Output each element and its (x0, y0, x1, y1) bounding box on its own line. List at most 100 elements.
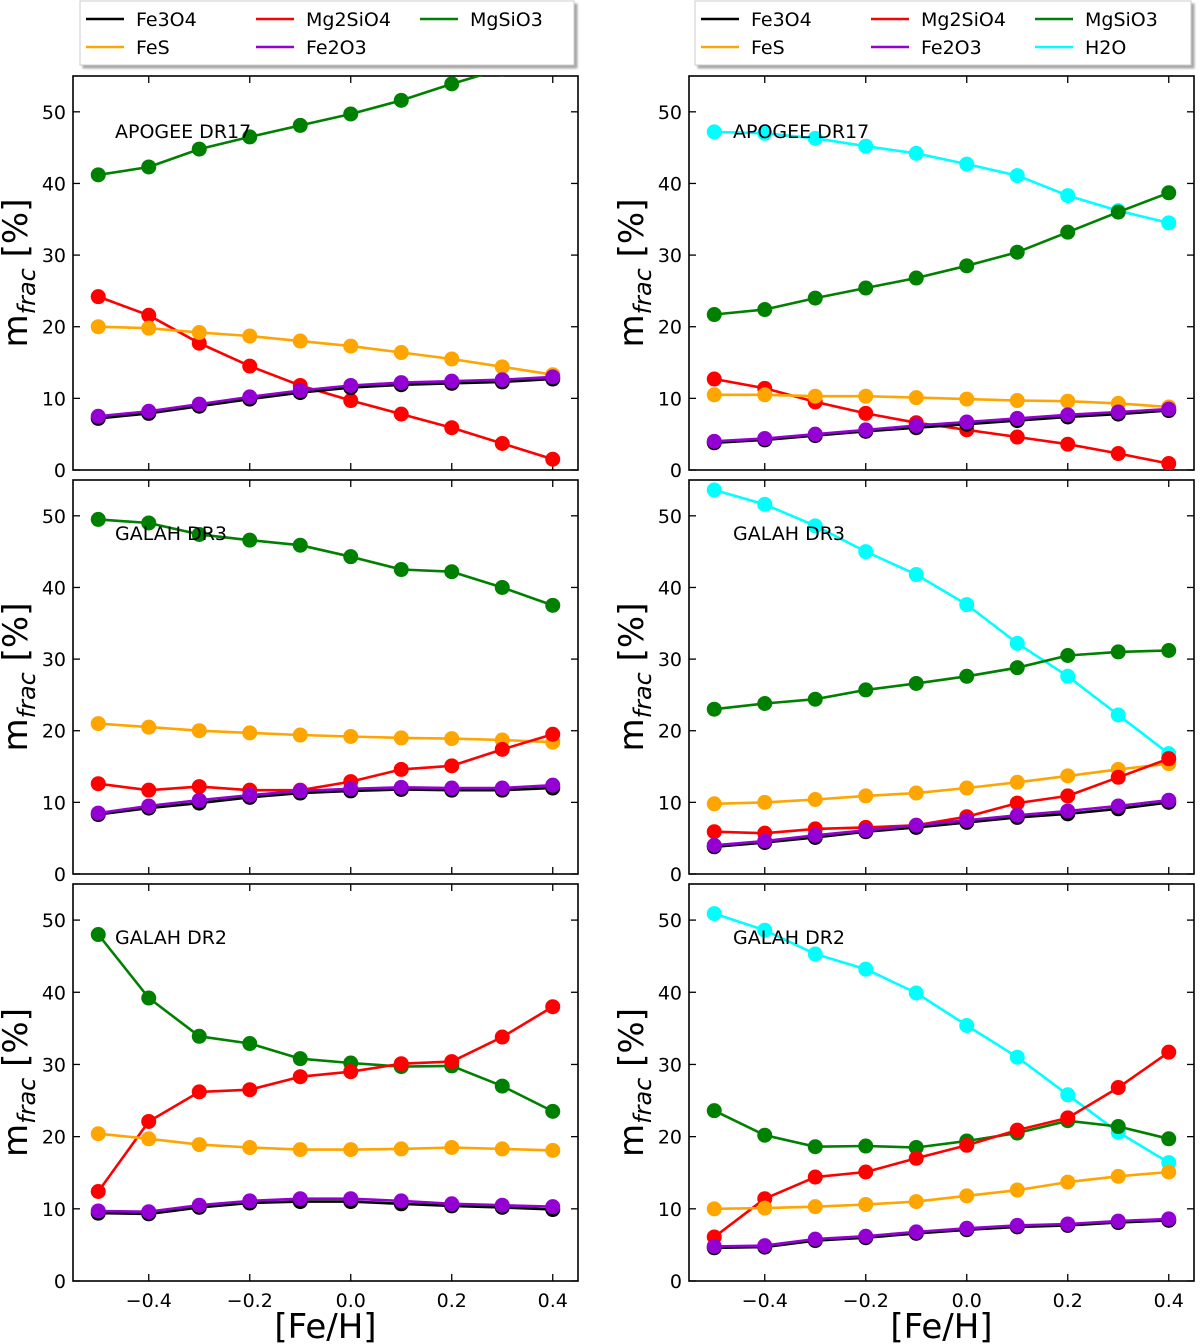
data-point-mg2sio4 (141, 307, 157, 323)
x-tick-label: −0.2 (227, 1290, 273, 1312)
data-point-fes (908, 390, 924, 406)
data-point-fes (393, 730, 409, 746)
data-point-mgsio3 (444, 76, 460, 92)
data-point-mgsio3 (242, 1036, 258, 1052)
data-point-mg2sio4 (90, 1183, 106, 1199)
data-point-mgsio3 (1110, 204, 1126, 220)
data-point-mgsio3 (908, 1139, 924, 1155)
legend-label-fe3o4: Fe3O4 (136, 9, 197, 31)
data-point-fe2o3 (494, 780, 510, 796)
data-point-fe2o3 (959, 812, 975, 828)
data-point-fe2o3 (807, 426, 823, 442)
data-point-mgsio3 (141, 990, 157, 1006)
y-tick-label: 30 (42, 649, 66, 671)
data-point-fe2o3 (494, 372, 510, 388)
data-point-mgsio3 (90, 927, 106, 943)
data-point-mg2sio4 (1161, 1044, 1177, 1060)
data-point-fe2o3 (1060, 803, 1076, 819)
data-point-h2o (706, 906, 722, 922)
data-point-h2o (959, 597, 975, 613)
data-point-mgsio3 (1009, 660, 1025, 676)
data-point-mg2sio4 (1009, 795, 1025, 811)
plot-frame (688, 75, 1195, 471)
legend-label-mg2sio4: Mg2SiO4 (306, 9, 391, 31)
series-line-h2o (714, 130, 1170, 225)
series-line-fe3o4 (714, 409, 1169, 445)
data-point-fes (959, 1188, 975, 1204)
legend-label-h2o: H2O (1085, 37, 1126, 59)
data-point-mgsio3 (706, 307, 722, 323)
data-point-mg2sio4 (494, 741, 510, 757)
data-point-fes (494, 359, 510, 375)
data-point-mgsio3 (908, 675, 924, 691)
data-point-fes (191, 723, 207, 739)
data-point-fes (858, 388, 874, 404)
data-point-mgsio3 (706, 701, 722, 717)
series-line-mg2sio4 (97, 1005, 554, 1193)
data-point-fes (191, 324, 207, 340)
data-point-h2o (959, 1017, 975, 1033)
legend-left: Fe3O4 Mg2SiO4 MgSiO3 FeS Fe2O3 (79, 0, 575, 66)
data-point-fes (807, 388, 823, 404)
panel-label: GALAH DR3 (733, 523, 845, 545)
data-point-fe2o3 (242, 389, 258, 405)
series-line-h2o (713, 488, 1170, 755)
data-point-fes (1060, 1174, 1076, 1190)
legend-label-fe2o3: Fe2O3 (921, 37, 982, 59)
data-point-fes (1009, 1182, 1025, 1198)
data-point-mgsio3 (343, 549, 359, 565)
y-tick-label: 0 (670, 864, 682, 886)
data-point-fe2o3 (1110, 798, 1126, 814)
series-line-mg2sio4 (713, 1051, 1170, 1239)
data-point-fe2o3 (1009, 1217, 1025, 1233)
y-tick-label: 30 (42, 245, 66, 267)
y-tick-label: 50 (42, 506, 66, 528)
data-point-fe2o3 (191, 792, 207, 808)
data-point-fes (343, 728, 359, 744)
data-point-mgsio3 (1161, 185, 1177, 201)
data-point-mg2sio4 (545, 451, 561, 467)
data-point-h2o (1009, 1049, 1025, 1065)
series-line-fe3o4 (98, 1200, 553, 1216)
x-tick-label: 0.4 (538, 1290, 568, 1312)
data-point-mgsio3 (757, 302, 773, 318)
data-point-fes (1060, 393, 1076, 409)
data-point-fe2o3 (807, 827, 823, 843)
x-tick-label: −0.4 (742, 1290, 788, 1312)
series-line-mgsio3 (714, 649, 1169, 711)
panel-label: GALAH DR2 (115, 927, 227, 949)
y-axis-title: mfrac [%] (612, 1008, 657, 1157)
data-point-mgsio3 (292, 117, 308, 133)
data-point-mgsio3 (141, 159, 157, 175)
data-point-mg2sio4 (444, 420, 460, 436)
legend-frame (694, 0, 1192, 66)
data-point-mg2sio4 (90, 289, 106, 305)
data-point-fes (343, 338, 359, 354)
data-point-fes (807, 791, 823, 807)
data-point-fes (1060, 768, 1076, 784)
y-tick-label: 40 (658, 982, 682, 1004)
data-point-fe2o3 (292, 783, 308, 799)
panel-label: APOGEE DR17 (733, 121, 869, 143)
series-line-fes (98, 1132, 553, 1152)
data-point-fe2o3 (343, 781, 359, 797)
y-tick-label: 20 (42, 721, 66, 743)
data-point-fe2o3 (141, 1204, 157, 1220)
series-line-fes (714, 762, 1169, 806)
y-tick-label: 50 (658, 910, 682, 932)
y-tick-label: 30 (658, 1054, 682, 1076)
data-point-mgsio3 (1161, 1131, 1177, 1147)
y-tick-label: 0 (54, 864, 66, 886)
data-point-fe2o3 (807, 1231, 823, 1247)
y-tick-label: 20 (658, 721, 682, 743)
data-point-mg2sio4 (1161, 456, 1177, 470)
legend-label-fe2o3: Fe2O3 (306, 37, 367, 59)
data-point-h2o (757, 496, 773, 512)
data-point-fes (141, 1131, 157, 1147)
y-tick-label: 40 (42, 173, 66, 195)
data-point-mgsio3 (1110, 1119, 1126, 1135)
data-point-fes (858, 788, 874, 804)
data-point-mg2sio4 (1110, 769, 1126, 785)
data-point-fe2o3 (90, 805, 106, 821)
data-point-fe2o3 (393, 779, 409, 795)
